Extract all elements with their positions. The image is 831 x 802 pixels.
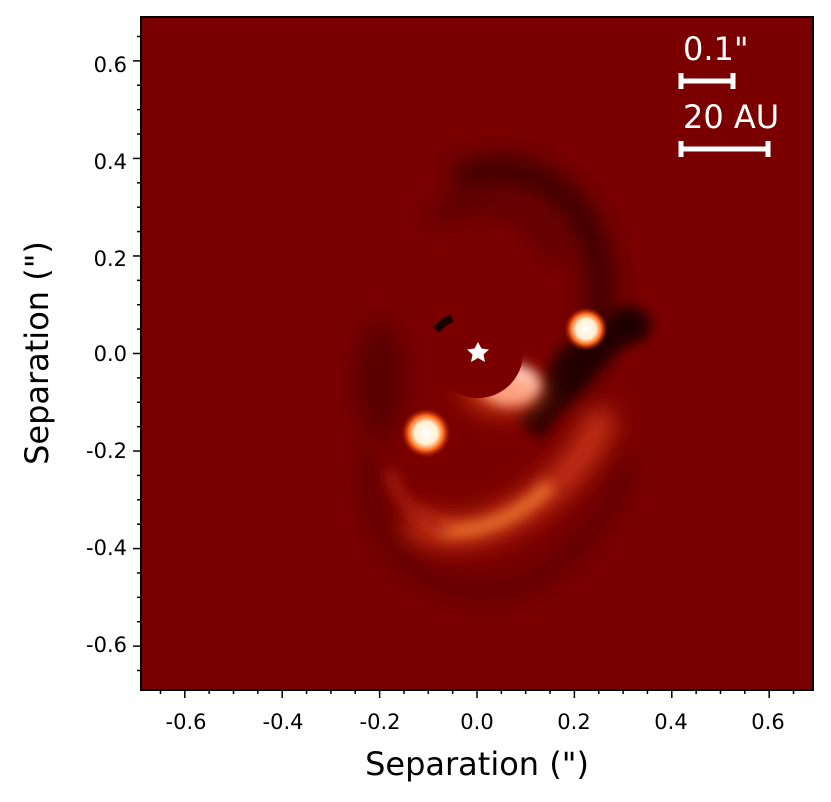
star-icon (467, 342, 489, 362)
dark-ring-lower (360, 449, 638, 600)
faint-arc-left (383, 468, 453, 537)
scalebar-arcsec-label: 0.1" (683, 30, 749, 68)
companion-right (564, 307, 608, 351)
y-tick-label: 0.0 (94, 342, 127, 366)
y-tick-label: -0.4 (86, 536, 127, 560)
y-tick-label: 0.6 (94, 53, 127, 77)
x-tick-label: 0.4 (654, 710, 687, 734)
axis-ticks (133, 35, 795, 698)
y-tick-labels: 0.6 0.4 0.2 0.0 -0.2 -0.4 -0.6 (86, 53, 127, 657)
x-tick-label: -0.4 (263, 710, 304, 734)
x-tick-label: 0.6 (751, 710, 784, 734)
dark-spot-right (608, 307, 652, 343)
scalebar-arcsec: 0.1" (678, 30, 749, 89)
y-tick-label: -0.6 (86, 633, 127, 657)
y-tick-label: -0.2 (86, 439, 127, 463)
scalebar-au: 20 AU (678, 98, 779, 157)
dark-arc-inner (424, 194, 569, 264)
y-tick-label: 0.2 (94, 247, 127, 271)
y-tick-label: 0.4 (94, 150, 127, 174)
mask-edge-dark (432, 314, 454, 333)
dark-streak (520, 310, 640, 440)
x-tick-label: 0.0 (460, 710, 493, 734)
x-tick-label: 0.2 (557, 710, 590, 734)
bright-arc-core (439, 480, 555, 538)
x-tick-label: -0.6 (166, 710, 207, 734)
x-axis-title: Separation (") (365, 745, 589, 783)
scalebar-au-label: 20 AU (683, 98, 779, 136)
x-tick-label: -0.2 (360, 710, 401, 734)
dark-region-left (355, 320, 405, 440)
image-panel: 0.1" 20 AU (141, 17, 813, 690)
y-axis-title: Separation (") (18, 241, 56, 465)
x-tick-labels: -0.6 -0.4 -0.2 0.0 0.2 0.4 0.6 (166, 710, 785, 734)
companion-lower-left (401, 408, 451, 458)
